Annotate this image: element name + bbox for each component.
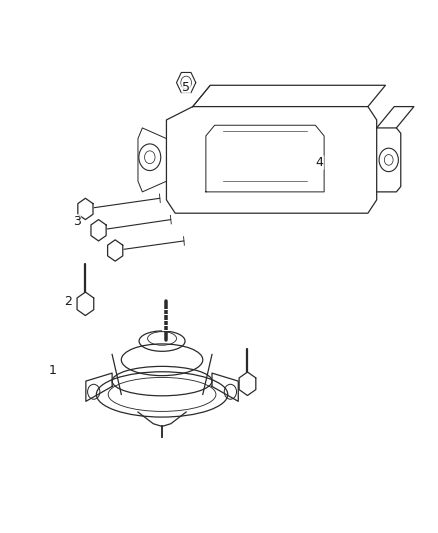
Text: 4: 4	[316, 156, 324, 169]
Text: 1: 1	[49, 364, 57, 377]
Text: 3: 3	[73, 215, 81, 228]
Text: 2: 2	[64, 295, 72, 308]
Text: 5: 5	[182, 82, 190, 94]
